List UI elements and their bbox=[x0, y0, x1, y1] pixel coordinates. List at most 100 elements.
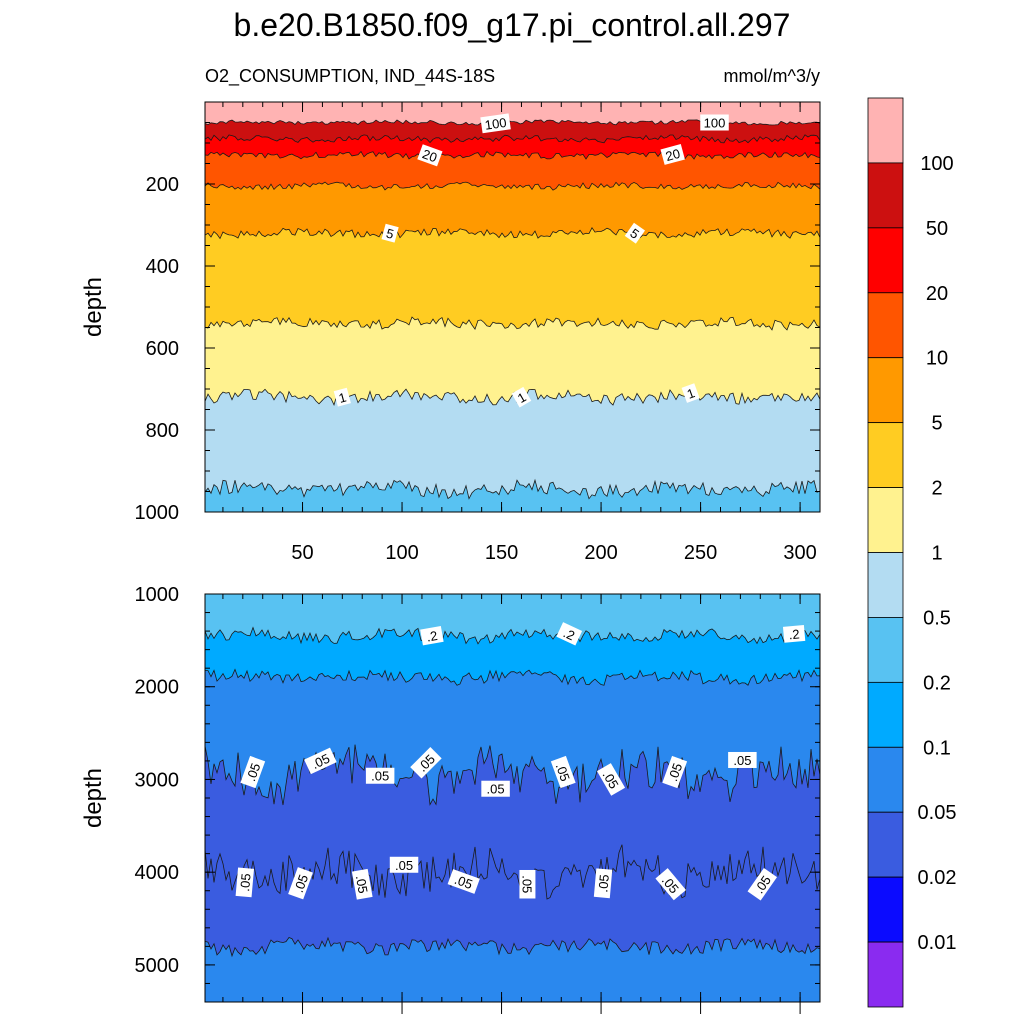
contour-label: .05 bbox=[304, 747, 337, 775]
contour-label: 20 bbox=[660, 144, 685, 165]
colorbar-label: 0.05 bbox=[918, 802, 957, 824]
contour-label-box bbox=[593, 868, 613, 899]
contour-label: .05 bbox=[365, 767, 395, 784]
y-tick-label: 4000 bbox=[135, 862, 180, 884]
colorbar-label: 20 bbox=[926, 283, 948, 305]
contour-label-box bbox=[596, 763, 626, 796]
variable-subtitle: O2_CONSUMPTION, IND_44S-18S bbox=[205, 66, 495, 87]
y-tick-label: 3000 bbox=[135, 769, 180, 791]
y-tick-label: 5000 bbox=[135, 955, 180, 977]
colorbar-swatch bbox=[867, 681, 904, 748]
colorbar-swatch bbox=[867, 357, 904, 424]
contour-label-box bbox=[481, 780, 510, 797]
contour-label-box bbox=[381, 223, 399, 243]
contour-label: .05 bbox=[288, 867, 313, 900]
y-axis-label: depth bbox=[80, 277, 107, 337]
colorbar-swatch bbox=[867, 227, 904, 294]
contour-label-box bbox=[420, 626, 444, 646]
colorbar-label: 100 bbox=[920, 153, 953, 175]
contour-label-text: .05 bbox=[553, 761, 573, 783]
y-tick-label: 1000 bbox=[135, 502, 180, 524]
contour-label-text: .05 bbox=[519, 875, 534, 893]
contour-band bbox=[205, 389, 820, 512]
contour-label-box bbox=[304, 747, 337, 775]
contour-label: .05 bbox=[593, 868, 613, 899]
lower-panel: 1000 2000 3000 4000 5000 depth .2 .2 .2 .05 .05 .05… bbox=[80, 584, 821, 1014]
contour-label-text: 1 bbox=[685, 385, 697, 402]
contour-band bbox=[205, 480, 820, 512]
contour-label: 100 bbox=[480, 113, 511, 134]
colorbar: 100 50 20 10 5 2 1 0.5 0.2 0.1 0.05 0.02 0.01 bbox=[867, 97, 957, 1008]
contour-band bbox=[205, 937, 820, 1002]
y-tick-label: 600 bbox=[146, 338, 179, 360]
colorbar-label: 5 bbox=[931, 413, 942, 435]
colorbar-label: 0.1 bbox=[923, 737, 951, 759]
colorbar-label: 0.01 bbox=[918, 932, 957, 954]
contour-label-box bbox=[288, 867, 313, 900]
contour-label-text: 1 bbox=[337, 390, 348, 406]
contour-label: 5 bbox=[381, 223, 399, 243]
contour-label: .05 bbox=[662, 755, 688, 789]
contour-label-box bbox=[333, 387, 351, 407]
contour-label: .05 bbox=[351, 868, 373, 900]
contour-line bbox=[204, 626, 821, 645]
colorbar-label: 0.2 bbox=[923, 672, 951, 694]
colorbar-label: 0.5 bbox=[923, 607, 951, 629]
contour-label: .05 bbox=[550, 755, 576, 789]
colorbar-swatch bbox=[867, 876, 904, 943]
contour-label-text: .05 bbox=[309, 751, 332, 772]
contour-label-text: .05 bbox=[243, 761, 263, 783]
contour-label-box bbox=[747, 867, 778, 901]
contour-label: .2 bbox=[782, 624, 806, 643]
y-axis-label: depth bbox=[80, 768, 107, 828]
colorbar-swatch bbox=[867, 552, 904, 618]
contour-label-box bbox=[351, 868, 373, 900]
contour-label: .05 bbox=[481, 780, 510, 797]
contour-label: 1 bbox=[333, 387, 351, 407]
y-tick-label: 200 bbox=[146, 174, 179, 196]
colorbar-label: 1 bbox=[931, 543, 942, 565]
contour-label-text: .05 bbox=[595, 874, 612, 893]
contour-label-text: .2 bbox=[788, 626, 800, 642]
contour-label: .2 bbox=[556, 622, 583, 646]
x-tick-label: 100 bbox=[385, 542, 418, 564]
contour-line bbox=[204, 150, 821, 160]
contour-label-text: .05 bbox=[291, 872, 311, 894]
contour-label-text: 100 bbox=[484, 115, 508, 133]
contour-label-box bbox=[662, 755, 688, 789]
contour-label: 1 bbox=[681, 383, 700, 403]
contour-label-text: 5 bbox=[385, 226, 396, 242]
contour-label-box bbox=[700, 114, 729, 131]
contour-label-text: .05 bbox=[371, 769, 389, 784]
colorbar-swatch bbox=[867, 292, 904, 359]
contour-label: 5 bbox=[624, 222, 646, 244]
contour-label-box bbox=[550, 755, 576, 789]
contour-line bbox=[204, 227, 821, 240]
contour-line bbox=[204, 936, 821, 958]
colorbar-swatch bbox=[867, 422, 904, 488]
colorbar-label: 2 bbox=[931, 478, 942, 500]
contour-label-box bbox=[389, 856, 419, 873]
x-tick-label: 250 bbox=[684, 542, 717, 564]
contour-label-box bbox=[410, 747, 442, 779]
contour-line bbox=[204, 316, 821, 331]
contour-label-text: .2 bbox=[425, 628, 438, 645]
contour-line bbox=[204, 478, 821, 500]
contour-label: .05 bbox=[240, 755, 266, 789]
colorbar-swatch bbox=[867, 162, 904, 229]
contour-label-box bbox=[235, 867, 255, 898]
contour-label: .05 bbox=[728, 751, 757, 768]
contour-label: .05 bbox=[235, 867, 255, 898]
upper-panel: 200 400 600 800 1000 50 100 150 200 250 300 depth 10… bbox=[80, 101, 821, 564]
contour-label-box bbox=[681, 383, 700, 403]
y-tick-label: 400 bbox=[146, 256, 179, 278]
contour-label-box bbox=[728, 751, 757, 768]
colorbar-swatch bbox=[867, 811, 904, 878]
contour-label-text: .05 bbox=[733, 753, 751, 768]
contour-label-box bbox=[365, 767, 395, 784]
contour-line bbox=[204, 134, 821, 144]
units-subtitle: mmol/m^3/y bbox=[724, 66, 820, 86]
contour-label: 1 bbox=[511, 386, 532, 408]
contour-label-text: .05 bbox=[395, 858, 413, 873]
